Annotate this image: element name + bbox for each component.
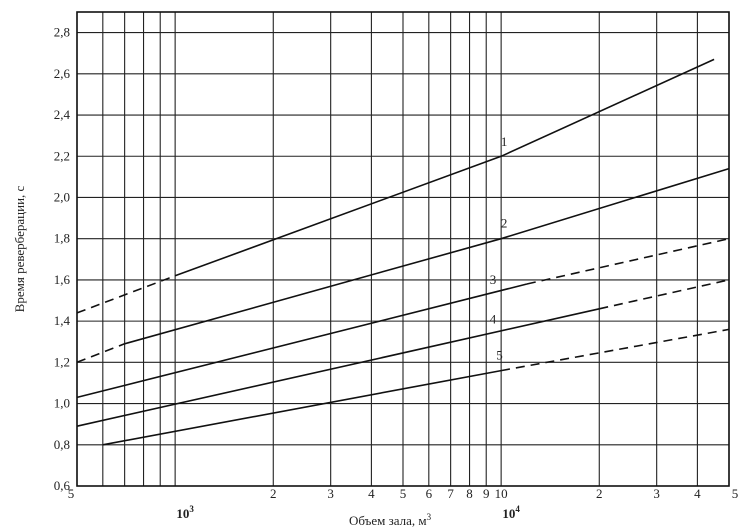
series-line-dashed	[76, 343, 125, 364]
x-axis-label: Объем зала, м3	[349, 512, 432, 528]
x-tick-label: 5	[732, 486, 739, 501]
x-tick-label: 3	[327, 486, 334, 501]
x-tick-label: 9	[483, 486, 490, 501]
x-tick-label: 4	[694, 486, 701, 501]
curve-label: 3	[490, 272, 497, 287]
y-tick-label: 1,4	[54, 313, 71, 328]
y-axis-label: Время реверберации, с	[12, 185, 27, 312]
series-line	[102, 369, 502, 446]
x-tick-labels: 5 2 3 4 5 6 7 8 9 10 2 3 4 5 103 104	[68, 486, 739, 521]
y-tick-label: 1,0	[54, 396, 70, 411]
y-tick-labels: 0,6 0,8 1,0 1,2 1,4 1,6 1,8 2,0 2,2 2,4 2,6 2,8	[54, 25, 71, 493]
series-group	[76, 58, 730, 446]
x-axis-label-text: Объем зала, м	[349, 513, 427, 528]
y-tick-label: 2,6	[54, 66, 71, 81]
x-tick-label: 10	[495, 486, 508, 501]
plot-frame	[76, 11, 730, 487]
y-tick-label: 0,6	[54, 478, 71, 493]
x-tick-label: 5	[400, 486, 407, 501]
x-axis-label-sup: 3	[427, 512, 432, 522]
x-decade-label: 103	[176, 504, 194, 521]
y-tick-label: 1,2	[54, 354, 70, 369]
series-line-dashed	[500, 328, 730, 372]
x-decade-label: 104	[502, 504, 520, 521]
curve-label: 4	[490, 312, 497, 327]
series-line	[76, 308, 600, 427]
curve-label: 5	[496, 347, 503, 362]
y-tick-label: 2,2	[54, 148, 70, 163]
curve-labels: 1 2 3 4 5	[490, 134, 508, 362]
series-line-dashed	[526, 237, 730, 285]
x-tick-label: 5	[68, 486, 75, 501]
series-line	[174, 58, 715, 277]
x-tick-label: 4	[368, 486, 375, 501]
y-tick-label: 1,8	[54, 231, 70, 246]
curve-label: 2	[501, 216, 508, 231]
x-tick-label: 8	[466, 486, 473, 501]
y-tick-label: 2,4	[54, 107, 71, 122]
series-line	[76, 283, 528, 399]
y-tick-label: 2,0	[54, 189, 70, 204]
grid	[76, 12, 730, 487]
series-line-dashed	[76, 275, 176, 314]
x-tick-label: 3	[653, 486, 660, 501]
series-line-dashed	[599, 279, 730, 310]
y-tick-label: 1,6	[54, 272, 71, 287]
x-tick-label: 2	[270, 486, 277, 501]
curve-label: 1	[501, 134, 508, 149]
series-line	[124, 167, 730, 345]
y-tick-label: 0,8	[54, 437, 70, 452]
x-tick-label: 2	[596, 486, 603, 501]
x-tick-label: 6	[426, 486, 433, 501]
y-tick-label: 2,8	[54, 25, 70, 40]
x-tick-label: 7	[447, 486, 454, 501]
